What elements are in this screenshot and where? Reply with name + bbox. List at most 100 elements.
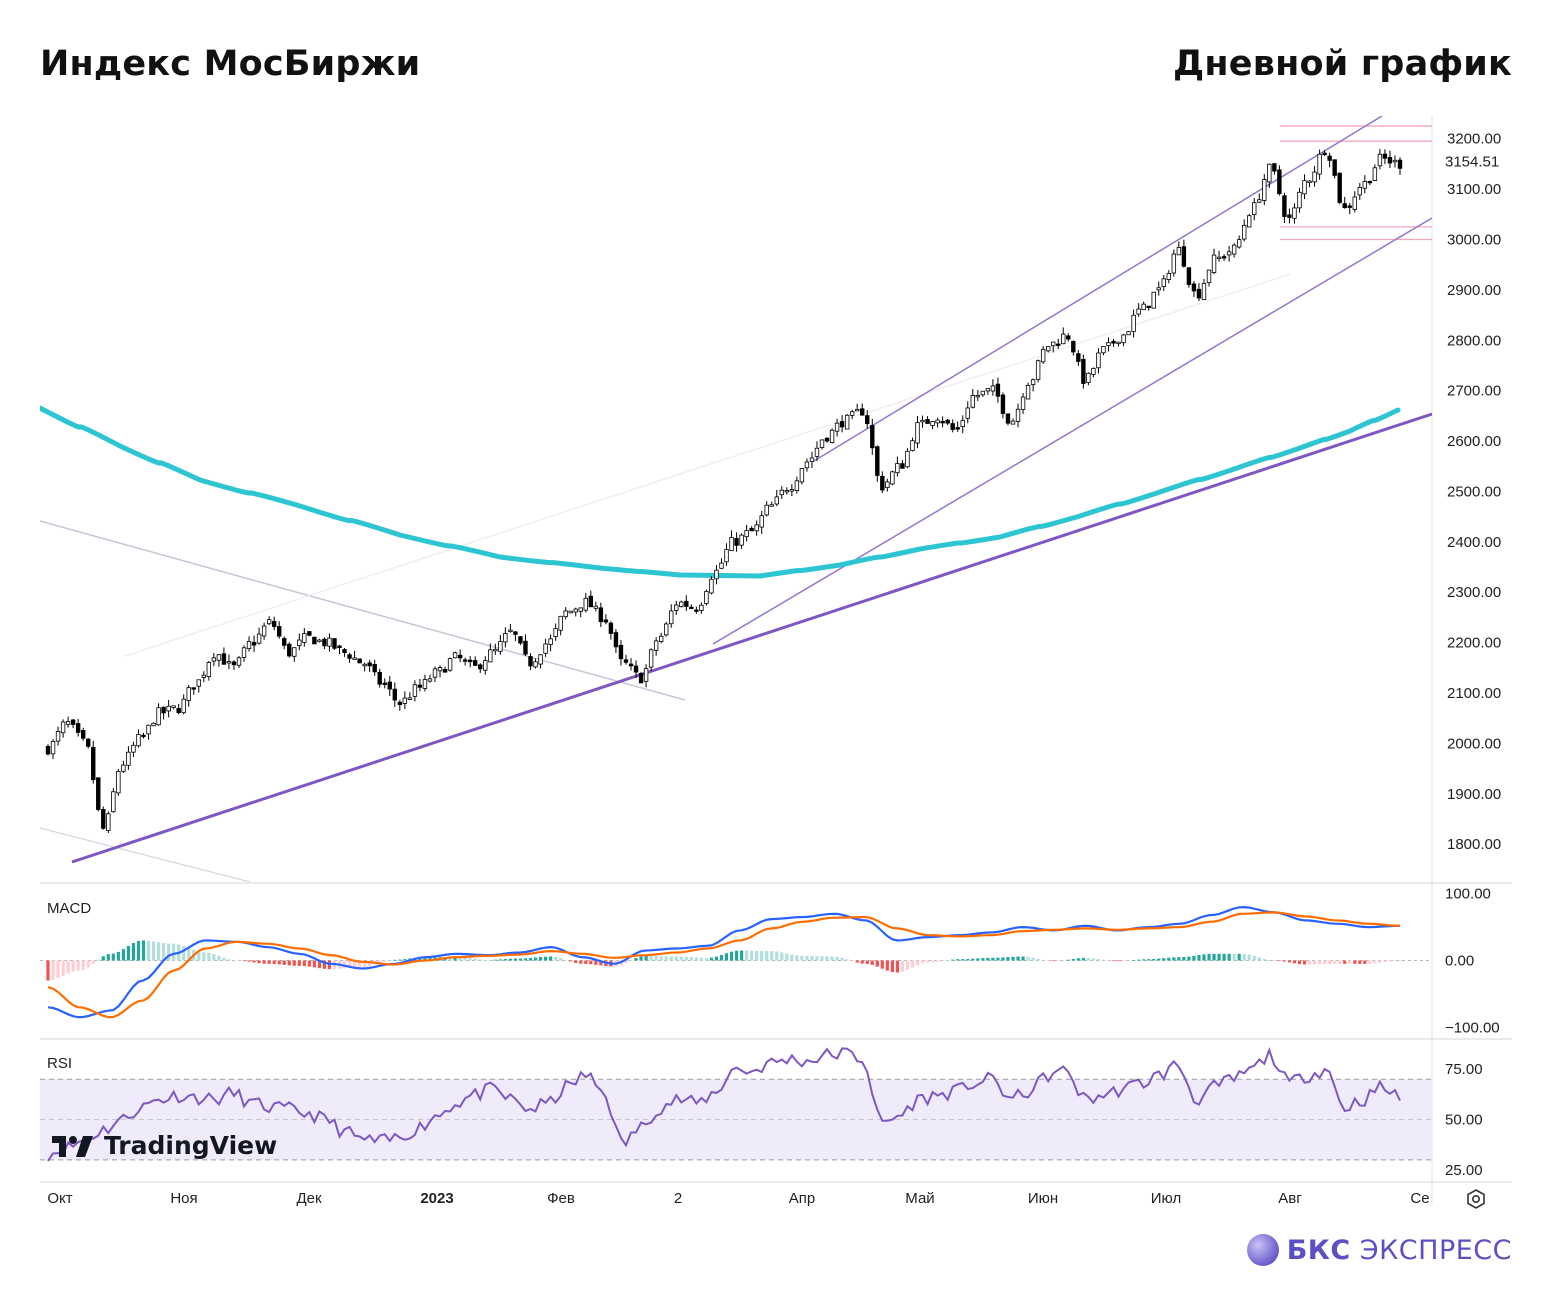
candle-body (307, 631, 312, 636)
candle-body (583, 597, 588, 611)
macd-label: MACD (47, 900, 91, 917)
macd-histogram-bar (961, 959, 965, 961)
macd-histogram-bar (1192, 955, 1196, 961)
candle-body (829, 429, 835, 443)
macd-tick-label: −100.00 (1445, 1019, 1500, 1036)
price-pane[interactable] (40, 116, 1432, 882)
macd-histogram-bar (121, 949, 125, 961)
macd-histogram-bar (393, 959, 397, 961)
macd-histogram-bar (1343, 960, 1347, 964)
macd-histogram-bar (282, 960, 286, 965)
candle-body (1005, 413, 1011, 424)
candle-body (282, 638, 287, 646)
candle-body (694, 609, 699, 612)
bks-wordmark: БКС ЭКСПРЕСС (1287, 1235, 1512, 1266)
brand-bold: БКС (1286, 1234, 1351, 1266)
candle-body (910, 440, 915, 452)
macd-histogram-bar (342, 960, 347, 969)
macd-histogram-bar (46, 960, 50, 981)
candle-body (935, 419, 940, 424)
candle-body (955, 427, 960, 430)
macd-histogram-bar (760, 951, 764, 961)
macd-histogram-bar (1297, 960, 1302, 965)
macd-histogram-bar (579, 960, 583, 964)
candle-body (1226, 251, 1232, 256)
macd-histogram-bar (634, 958, 638, 961)
macd-histogram-bar (247, 960, 251, 962)
macd-histogram-bar (1378, 960, 1382, 963)
macd-histogram-bar (584, 960, 588, 964)
candle-body (508, 629, 513, 632)
macd-histogram-bar (538, 957, 543, 961)
candle-body (483, 660, 488, 671)
macd-histogram-bar (729, 951, 734, 961)
macd-histogram-bar (1016, 956, 1020, 961)
candle-body (638, 673, 644, 684)
candle-body (1387, 156, 1393, 164)
candle-body (498, 641, 503, 652)
candle-body (1061, 333, 1066, 345)
candle-body (1211, 254, 1217, 273)
long-trendline (71, 412, 1432, 864)
macd-histogram-bar (1011, 956, 1015, 961)
time-axis[interactable]: Окт Ноя Дек 2023 Фев 2 Апр Май Июн Июл Авг Се (47, 1190, 1429, 1207)
candle-body (628, 663, 634, 667)
candle-body (317, 639, 322, 643)
time-tick-label: Се (1410, 1190, 1429, 1207)
candle-body (75, 723, 81, 733)
candle-body (1292, 207, 1297, 219)
rsi-pane[interactable]: RSI 75.00 50.00 25.00 (40, 1046, 1483, 1179)
candle-body (885, 481, 890, 488)
candle-body (287, 643, 292, 657)
macd-pane[interactable]: MACD 100.00 0.00 −100.00 (40, 886, 1500, 1037)
macd-histogram-bar (699, 957, 703, 961)
candle-body (91, 746, 96, 781)
macd-histogram-bar (1267, 960, 1271, 961)
macd-histogram-bar (1307, 960, 1312, 965)
candle-body (367, 662, 372, 667)
candle-body (1056, 343, 1061, 346)
settings-gear-icon[interactable] (1467, 1189, 1485, 1209)
macd-histogram-bar (709, 957, 714, 961)
macd-histogram-bar (1358, 960, 1362, 964)
macd-histogram-bar (307, 960, 311, 967)
macd-histogram-bar (1333, 960, 1337, 964)
price-tick-label: 2100.00 (1447, 685, 1501, 702)
candle-body (1357, 187, 1362, 196)
chart-title: Индекс МосБиржи (40, 44, 421, 84)
macd-histogram-bar (594, 960, 598, 965)
candle-body (809, 457, 815, 462)
candle-body (950, 423, 955, 430)
candle-body (1317, 153, 1322, 175)
channel-lower-line (712, 217, 1432, 645)
candle-body (925, 419, 930, 424)
candle-body (116, 771, 121, 794)
macd-histogram-bar (815, 956, 819, 961)
macd-histogram-bar (1373, 960, 1377, 964)
candle-body (1020, 396, 1026, 410)
price-tick-label: 3200.00 (1447, 131, 1501, 148)
candle-body (598, 607, 604, 623)
candle-body (211, 657, 217, 662)
price-axis[interactable]: 3200.00 3100.00 3000.00 2900.00 2800.00 2700.… (1445, 131, 1501, 854)
candle-body (121, 764, 126, 772)
macd-histogram-bar (1026, 956, 1030, 961)
candle-body (664, 623, 669, 636)
macd-histogram-bar (855, 960, 859, 963)
candle-body (402, 697, 408, 704)
macd-histogram-bar (810, 955, 814, 961)
macd-histogram-bar (1272, 960, 1276, 962)
macd-histogram-bar (1323, 960, 1327, 965)
macd-histogram-bar (1001, 957, 1005, 961)
macd-histogram-bar (207, 952, 211, 961)
candle-body (1302, 180, 1307, 195)
bks-sphere-icon (1246, 1234, 1279, 1266)
candle-body (186, 687, 191, 701)
macd-histogram-bar (1041, 959, 1045, 961)
channel-upper-line (813, 116, 1383, 462)
macd-histogram-bar (946, 960, 950, 961)
candle-body (523, 640, 528, 655)
candle-body (422, 679, 428, 689)
moving-average-line (40, 405, 1401, 579)
